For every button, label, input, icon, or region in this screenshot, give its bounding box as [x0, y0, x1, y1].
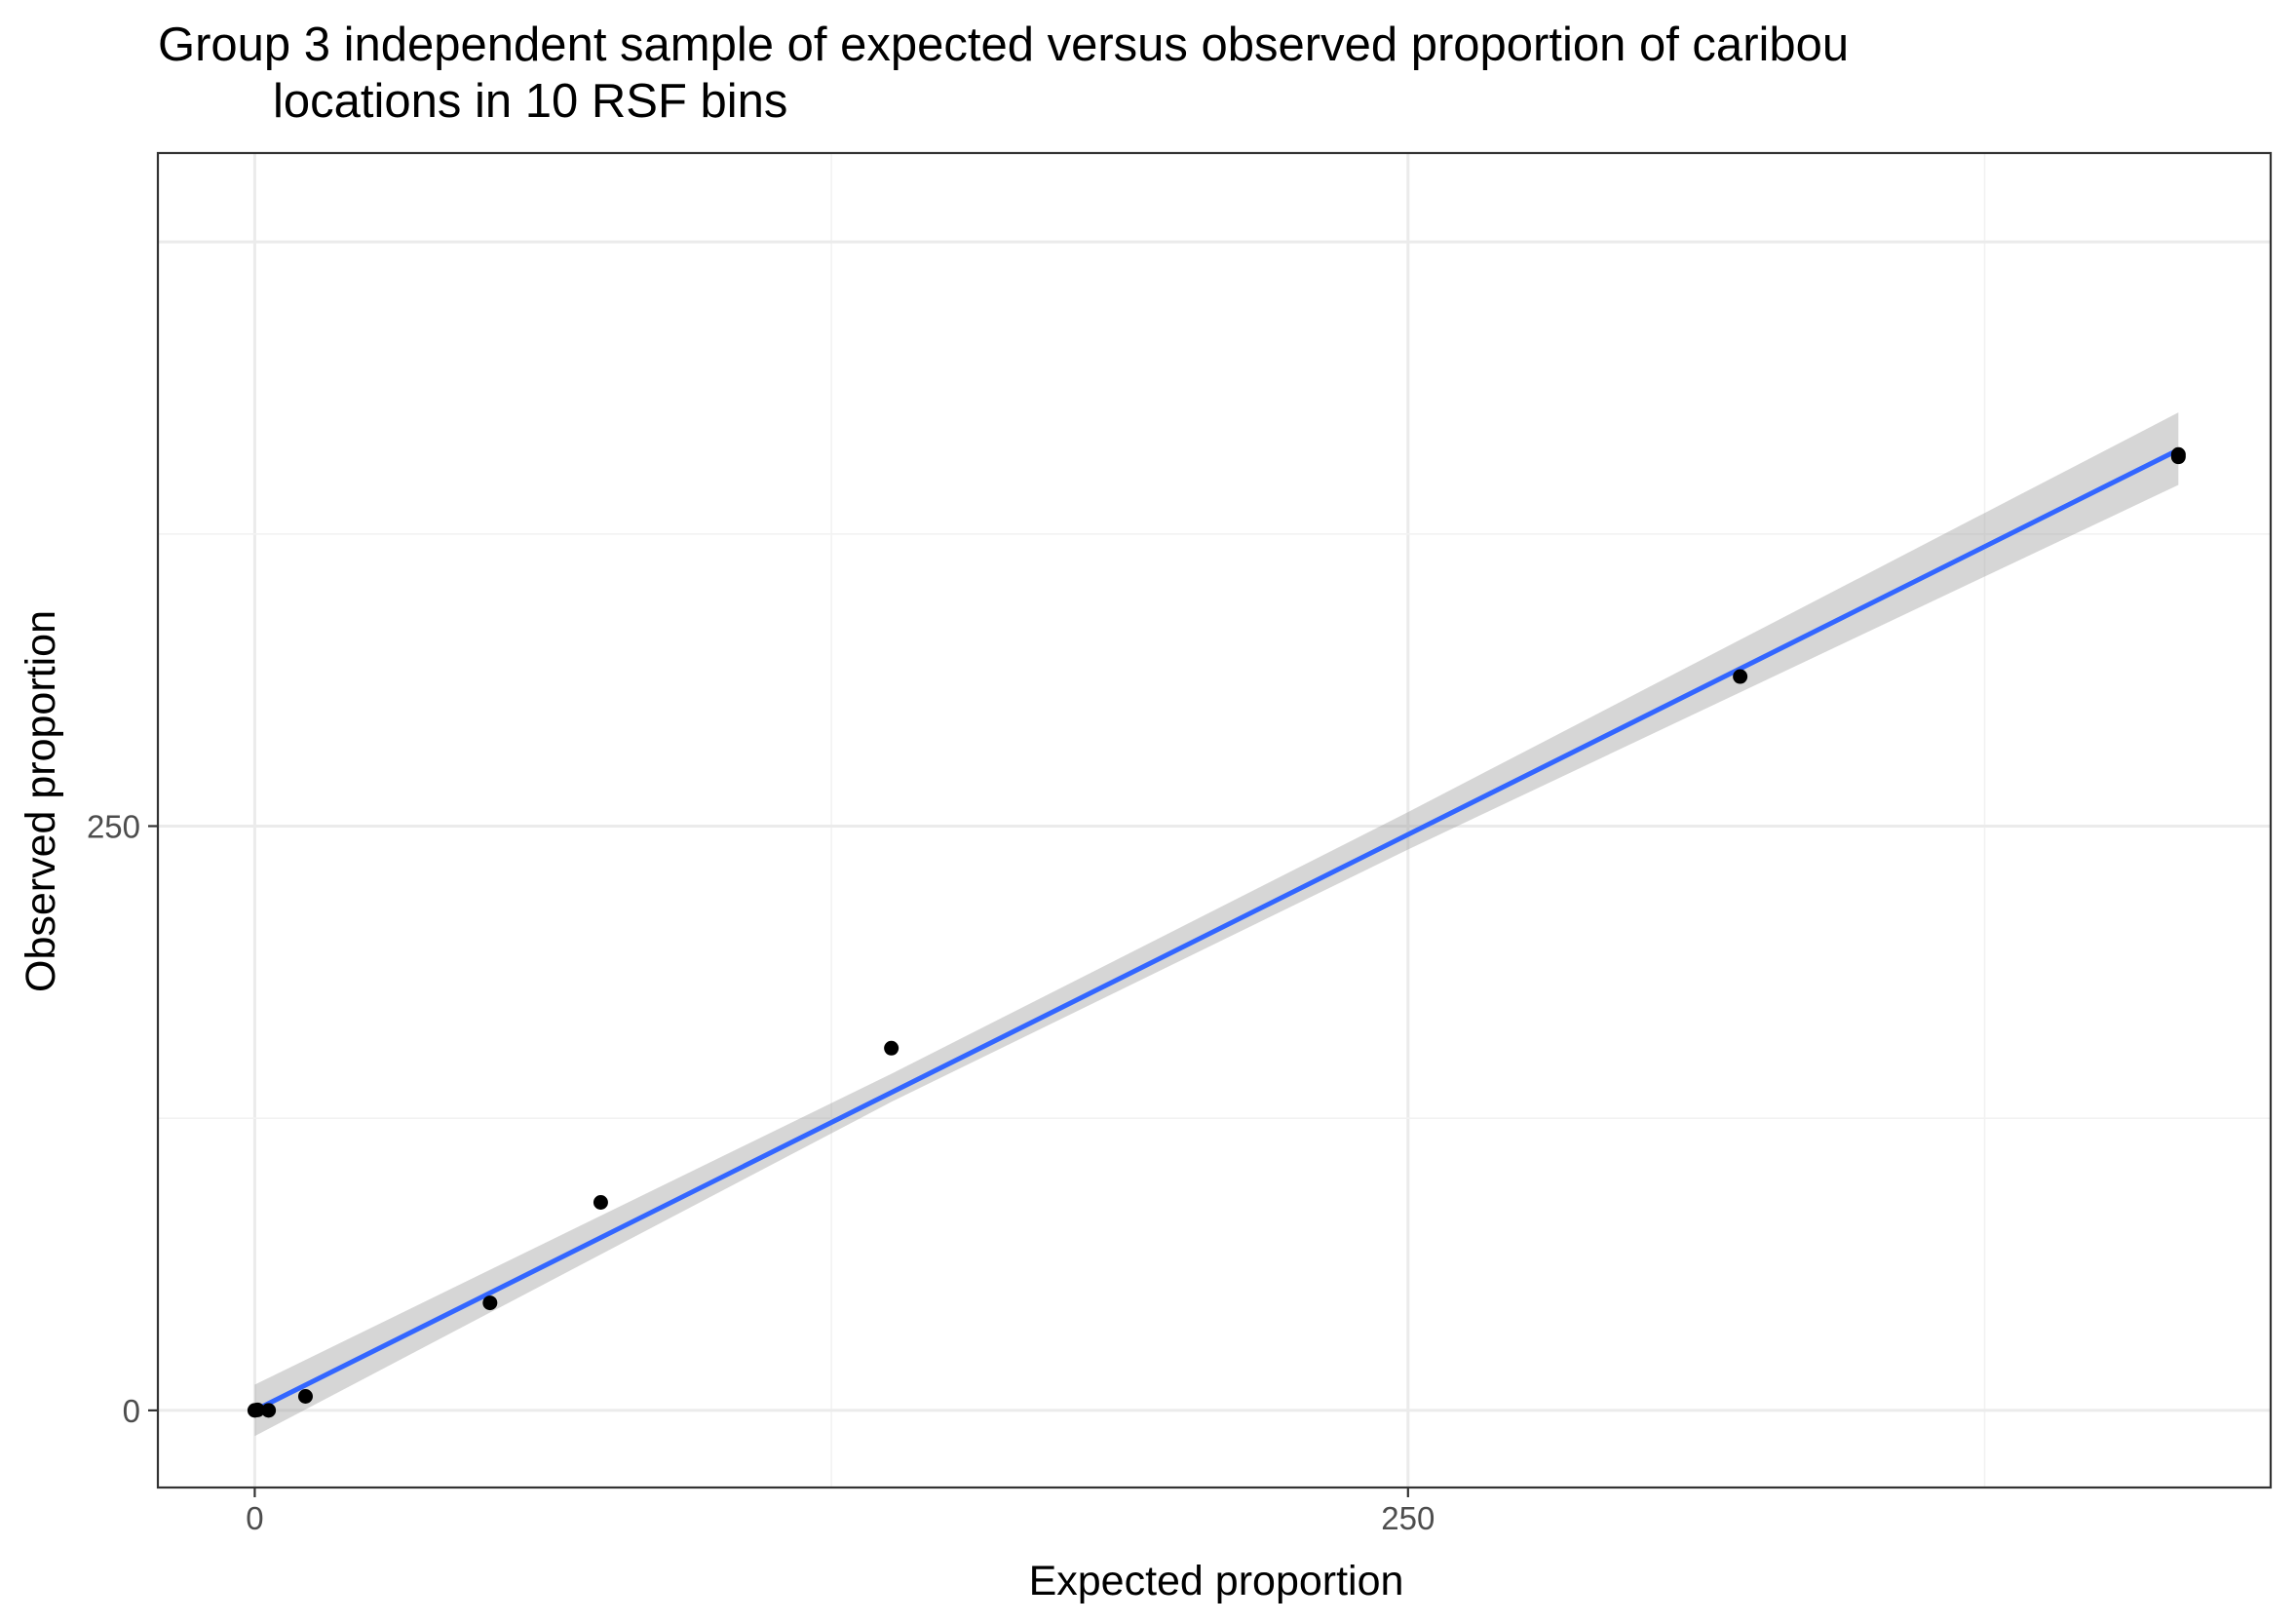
- data-points: [247, 446, 2186, 1418]
- y-tick-label: 250: [87, 808, 140, 844]
- data-point: [2170, 449, 2186, 465]
- chart-title-line-2: locations in 10 RSF bins: [273, 75, 787, 128]
- data-point: [249, 1402, 265, 1417]
- data-point: [297, 1388, 313, 1404]
- x-tick-label: 0: [246, 1500, 263, 1536]
- fit-line: [253, 447, 2180, 1413]
- axis-ticks: 0 250 0 250: [87, 808, 1435, 1536]
- y-axis-title: Observed proportion: [18, 610, 64, 992]
- data-point: [482, 1295, 498, 1311]
- confidence-band: [254, 412, 2179, 1437]
- panel-border: [156, 151, 2273, 1489]
- data-point: [593, 1194, 608, 1210]
- chart-title-line-1: Group 3 independent sample of expected v…: [158, 19, 1849, 71]
- data-point: [261, 1403, 277, 1418]
- grid: [158, 153, 2271, 1488]
- x-axis-title: Expected proportion: [1029, 1558, 1404, 1604]
- y-tick-label: 0: [123, 1393, 140, 1429]
- data-point: [1733, 669, 1748, 684]
- data-point: [884, 1040, 899, 1056]
- confidence-band-area: [254, 412, 2179, 1437]
- fit-line-group: [253, 447, 2180, 1413]
- x-tick-label: 250: [1381, 1500, 1435, 1536]
